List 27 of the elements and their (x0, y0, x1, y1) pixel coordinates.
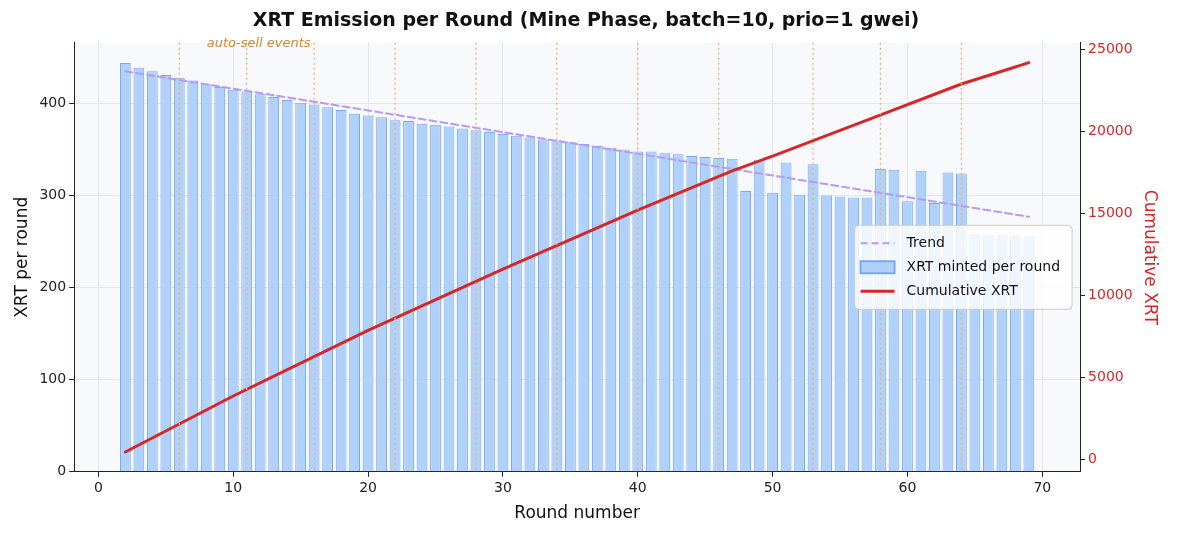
y2-tick-label: 10000 (1088, 286, 1133, 303)
x-axis-title: Round number (514, 502, 640, 523)
x-tick-label: 20 (359, 478, 377, 495)
ref-line-label: auto-sell events (206, 34, 311, 50)
legend-label: XRT minted per round (906, 257, 1061, 274)
y2-axis-title: Cumulative XRT (1141, 189, 1162, 326)
y2-tick-label: 5000 (1088, 367, 1124, 384)
y-tick-label: 100 (39, 370, 67, 387)
x-tick-label: 40 (628, 478, 647, 495)
y-tick-label: 200 (39, 278, 67, 295)
y-tick-label: 400 (39, 94, 67, 111)
y2-tick-label: 0 (1088, 449, 1097, 466)
legend-label: Cumulative XRT (906, 281, 1019, 298)
legend-label: Trend (905, 233, 945, 250)
x-tick-label: 10 (224, 478, 243, 495)
y-tick-label: 300 (39, 186, 67, 203)
y2-tick-label: 15000 (1088, 204, 1133, 221)
y-axis-title: XRT per round (10, 196, 31, 318)
x-tick-label: 30 (494, 478, 512, 495)
y2-tick-label: 20000 (1088, 122, 1133, 139)
chart-title: XRT Emission per Round (Mine Phase, batch=10, prio=1 gwei) (252, 8, 920, 31)
y-tick-label: 0 (57, 462, 67, 479)
x-tick-label: 60 (898, 478, 917, 495)
y2-tick-label: 25000 (1088, 40, 1133, 57)
x-tick-label: 50 (763, 478, 782, 495)
x-tick-label: 70 (1033, 478, 1052, 495)
x-tick-label: 0 (93, 478, 103, 495)
